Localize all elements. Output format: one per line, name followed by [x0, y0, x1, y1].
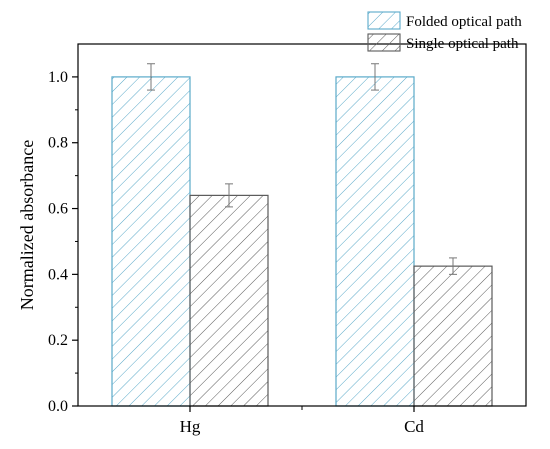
legend-label-series-1: Folded optical path	[406, 14, 522, 30]
legend-label-series-2: Single optical path	[406, 36, 519, 52]
y-tick-label: 0.2	[48, 332, 68, 349]
bar-hg-series-1	[111, 76, 191, 407]
y-tick-label: 0.6	[48, 201, 68, 218]
bar-cd-series-1	[335, 76, 415, 407]
y-axis: 0.0 0.2 0.4 0.6 0.8 1.0	[48, 69, 78, 415]
bar-cd-series-2	[413, 265, 493, 407]
legend: Folded optical path Single optical path	[367, 11, 522, 52]
y-tick-label: 0.8	[48, 135, 68, 152]
legend-swatch-series-2	[367, 33, 401, 52]
error-bars-group	[147, 63, 457, 275]
y-axis-label: Normalized absorbance	[17, 140, 37, 310]
bar-hg-series-2	[189, 194, 269, 407]
y-tick-label: 0.4	[48, 266, 68, 283]
plot-area: 0.0 0.2 0.4 0.6 0.8 1.0 Hg Cd	[48, 43, 527, 436]
y-tick-label: 0.0	[48, 398, 68, 415]
bars-group	[111, 76, 493, 407]
y-tick-label: 1.0	[48, 69, 68, 86]
x-tick-label: Cd	[404, 417, 424, 436]
legend-swatch-series-1	[367, 11, 401, 30]
x-tick-label: Hg	[180, 417, 201, 436]
x-axis: Hg Cd	[180, 406, 424, 436]
